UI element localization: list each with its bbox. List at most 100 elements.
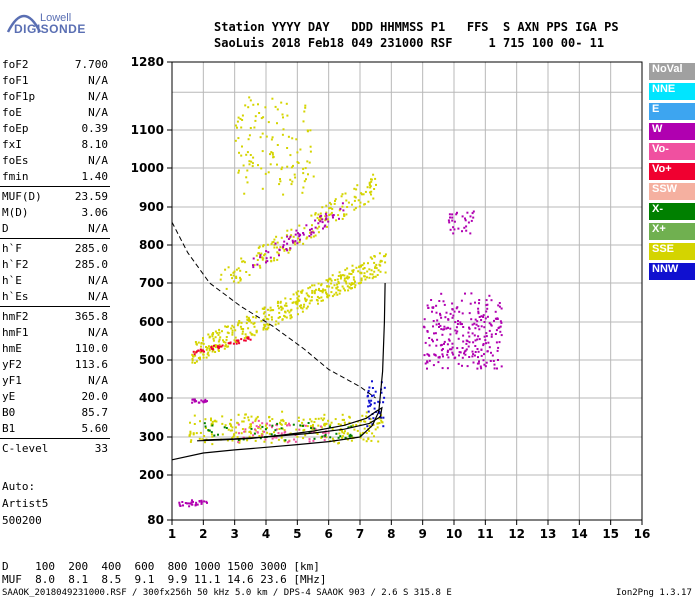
param-key: foF2 bbox=[2, 58, 29, 71]
echo-point bbox=[274, 323, 277, 326]
echo-point bbox=[253, 325, 256, 328]
echo-point bbox=[199, 348, 202, 351]
param-row-2: foF1p N/A bbox=[2, 90, 108, 104]
echo-point bbox=[225, 326, 228, 328]
echo-point bbox=[374, 275, 377, 278]
echo-point bbox=[278, 428, 281, 430]
footer-info: SAAOK_2018049231000.RSF / 300fx256h 50 k… bbox=[2, 588, 452, 598]
echo-point bbox=[451, 213, 454, 216]
echo-point bbox=[188, 434, 191, 437]
echo-point bbox=[478, 360, 480, 363]
echo-point bbox=[253, 126, 256, 129]
echo-point bbox=[288, 311, 291, 314]
echo-point bbox=[333, 293, 336, 296]
echo-point bbox=[258, 245, 261, 248]
echo-point bbox=[455, 326, 458, 329]
y-tick-label: 1280 bbox=[131, 55, 164, 69]
echo-point bbox=[277, 438, 280, 441]
echo-point bbox=[277, 307, 280, 310]
echo-point bbox=[296, 151, 299, 154]
echo-point bbox=[300, 424, 303, 427]
echo-point bbox=[248, 426, 251, 429]
echo-point bbox=[210, 431, 213, 434]
echo-point bbox=[249, 154, 252, 156]
echo-point bbox=[465, 225, 468, 228]
echo-point bbox=[286, 165, 289, 168]
echo-point bbox=[357, 199, 360, 202]
echo-point bbox=[325, 211, 328, 214]
legend-item-nnw: NNW bbox=[649, 263, 695, 280]
echo-point bbox=[500, 334, 503, 337]
echo-point bbox=[227, 266, 230, 269]
echo-point bbox=[268, 314, 271, 317]
echo-point bbox=[244, 413, 247, 416]
echo-point bbox=[306, 294, 309, 297]
echo-point bbox=[341, 193, 344, 196]
echo-point bbox=[261, 307, 264, 310]
echo-point bbox=[296, 297, 299, 300]
echo-point bbox=[330, 421, 333, 424]
echo-point bbox=[468, 335, 471, 338]
echo-point bbox=[205, 356, 208, 359]
echo-point bbox=[249, 338, 252, 341]
echo-point bbox=[268, 323, 271, 326]
echo-point bbox=[241, 330, 244, 333]
echo-point bbox=[428, 354, 431, 357]
version-label: Ion2Png 1.3.17 bbox=[616, 588, 692, 598]
param-row-0: foF2 7.700 bbox=[2, 58, 108, 72]
echo-point bbox=[378, 252, 381, 255]
echo-point bbox=[269, 163, 272, 166]
echo-point bbox=[207, 354, 210, 357]
echo-point bbox=[239, 276, 241, 279]
echo-point bbox=[204, 441, 206, 444]
echo-point bbox=[475, 323, 478, 326]
echo-point bbox=[335, 432, 338, 435]
echo-point bbox=[352, 424, 355, 427]
echo-point bbox=[274, 105, 277, 108]
echo-point bbox=[280, 436, 283, 439]
param-key: h`E bbox=[2, 274, 22, 287]
echo-point bbox=[261, 434, 264, 437]
echo-point bbox=[495, 341, 498, 344]
echo-point bbox=[246, 181, 249, 184]
echo-point bbox=[286, 229, 289, 232]
echo-point bbox=[290, 228, 293, 231]
echo-point bbox=[306, 236, 309, 239]
x-tick-label: 12 bbox=[508, 527, 525, 541]
echo-point bbox=[331, 286, 334, 289]
echo-point bbox=[465, 342, 468, 345]
echo-point bbox=[204, 418, 207, 421]
echo-point bbox=[215, 344, 218, 347]
echo-point bbox=[184, 502, 187, 504]
echo-point bbox=[333, 284, 336, 287]
echo-point bbox=[477, 310, 480, 313]
echo-point bbox=[454, 329, 457, 332]
echo-point bbox=[310, 427, 313, 429]
echo-point bbox=[218, 343, 221, 346]
echo-point bbox=[231, 329, 234, 332]
echo-point bbox=[205, 348, 208, 351]
echo-point bbox=[235, 268, 238, 271]
echo-point bbox=[343, 421, 346, 424]
echo-point bbox=[221, 422, 224, 425]
echo-point bbox=[294, 176, 297, 179]
echo-point bbox=[368, 386, 371, 389]
echo-point bbox=[185, 502, 188, 505]
echo-point bbox=[370, 439, 373, 442]
echo-point bbox=[363, 427, 366, 430]
echo-point bbox=[496, 367, 498, 370]
echo-point bbox=[261, 132, 264, 135]
echo-point bbox=[321, 291, 324, 294]
echo-point bbox=[298, 241, 301, 244]
echo-point bbox=[226, 439, 229, 442]
echo-point bbox=[459, 321, 462, 324]
echo-point bbox=[334, 279, 337, 281]
echo-point bbox=[299, 148, 302, 151]
echo-point bbox=[222, 339, 224, 342]
echo-point bbox=[215, 420, 218, 423]
echo-point bbox=[447, 318, 450, 321]
echo-point bbox=[238, 342, 241, 345]
echo-point bbox=[464, 219, 467, 222]
echo-point bbox=[192, 350, 195, 353]
echo-point bbox=[309, 286, 312, 289]
